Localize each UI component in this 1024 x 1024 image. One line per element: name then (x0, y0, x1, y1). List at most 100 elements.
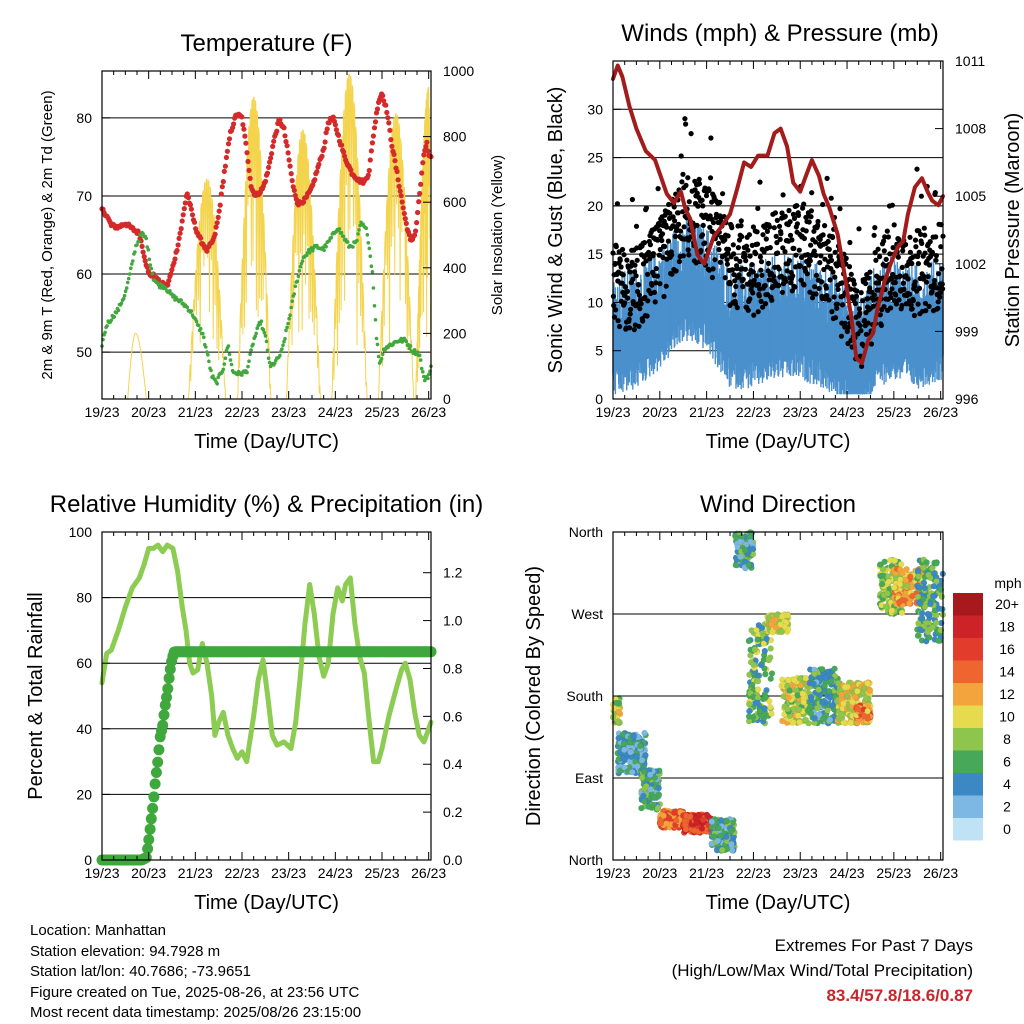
wind-gust-point (845, 324, 852, 330)
x-tick-label: 25/23 (876, 865, 911, 881)
temperature-point (291, 187, 297, 193)
wind-gust-point (887, 290, 893, 296)
x-tick-label: 22/23 (224, 865, 259, 881)
wind-gust-point (848, 271, 854, 277)
wind-direction-point (903, 582, 911, 590)
wind-gust-point (696, 176, 702, 182)
wind-direction-point (815, 686, 822, 693)
wind-gust-point (638, 301, 644, 307)
wind-gust-point (667, 210, 673, 216)
x-tick-label: 19/23 (84, 865, 119, 881)
wind-gust-point (843, 255, 849, 261)
wind-gust-point (868, 341, 875, 347)
wind-gust-point (776, 282, 782, 288)
temperature-point (239, 114, 245, 120)
precipitation-point (144, 823, 156, 835)
wind-gust-point (757, 179, 763, 185)
wind-gust-point (706, 187, 712, 193)
wind-gust-point (729, 267, 736, 273)
x-tick-label: 23/23 (783, 404, 818, 420)
temperature-point (394, 168, 400, 175)
wind-gust-point (915, 253, 921, 260)
wind-direction-point (936, 605, 943, 612)
wind-direction-series (609, 529, 947, 854)
wind-gust-point (736, 272, 742, 278)
wind-direction-point (915, 620, 922, 627)
wind-gust-point (916, 285, 923, 291)
wind-direction-point (693, 819, 700, 827)
panel1-ylabel-right: Solar Insolation (Yellow) (489, 155, 506, 315)
y-right-tick-label: 999 (955, 323, 979, 339)
wind-gust-point (865, 320, 871, 326)
wind-gust-point (727, 281, 733, 287)
dewpoint-point (341, 234, 346, 239)
temperature-point (274, 128, 280, 134)
wind-gust-point (882, 234, 888, 240)
wind-gust-point (823, 285, 830, 291)
y-right-tick-label: 600 (443, 194, 467, 210)
dewpoint-point (206, 353, 210, 357)
precipitation-series (96, 646, 437, 866)
wind-direction-point (636, 742, 644, 750)
dewpoint-point (168, 289, 172, 293)
wind-direction-point (814, 704, 821, 712)
wind-gust-point (792, 284, 798, 290)
wind-gust-point (620, 272, 626, 278)
temperature-point (244, 150, 250, 156)
legend-label: 12 (999, 686, 1015, 702)
wind-gust-point (797, 263, 804, 269)
y-right-tick-label: 200 (443, 325, 467, 341)
wind-direction-point (811, 670, 818, 678)
wind-gust-point (698, 247, 704, 254)
temperature-point (368, 148, 374, 154)
wind-gust-point (921, 225, 927, 231)
wind-gust-point (918, 231, 924, 237)
wind-gust-point (875, 280, 882, 286)
wind-gust-point (808, 208, 815, 214)
temperature-point (174, 247, 180, 254)
wind-gust-point (622, 284, 629, 290)
y-right-tick-label: 0.2 (443, 804, 463, 820)
wind-gust-point (788, 280, 794, 286)
temperature-point (373, 110, 380, 116)
wind-direction-point (921, 584, 929, 592)
panel4-xlabel: Time (Day/UTC) (706, 892, 851, 914)
wind-gust-point (717, 199, 723, 206)
wind-gust-point (824, 293, 830, 299)
wind-gust-point (759, 272, 765, 278)
wind-direction-point (847, 719, 855, 726)
wind-gust-point (933, 234, 939, 240)
wind-direction-point (762, 671, 769, 678)
temperature-point (374, 106, 381, 112)
wind-direction-point (616, 767, 624, 774)
wind-gust-point (676, 258, 683, 265)
wind-gust-point (933, 257, 939, 263)
wind-direction-point (932, 619, 940, 627)
wind-gust-point (801, 282, 807, 288)
x-tick-label: 23/23 (783, 865, 818, 881)
dewpoint-point (296, 274, 301, 279)
dewpoint-point (141, 231, 145, 236)
wind-gust-point (617, 257, 623, 263)
wind-direction-point (902, 576, 910, 584)
temperature-point (270, 143, 276, 149)
wind-direction-point (745, 637, 753, 645)
wind-gust-point (803, 228, 809, 234)
wind-gust-point (710, 220, 717, 226)
y-right-tick-label: 0.8 (443, 660, 463, 676)
temperature-point (397, 188, 403, 194)
wind-direction-point (755, 622, 763, 629)
dewpoint-point (137, 239, 141, 244)
wind-gust-point (766, 277, 772, 283)
dewpoint-point (109, 318, 114, 323)
wind-gust-point (765, 260, 772, 266)
wind-gust-point (767, 224, 773, 230)
temperature-point (166, 278, 172, 284)
wind-gust-point (907, 249, 914, 255)
y-right-tick-label: 1011 (955, 53, 985, 69)
wind-direction-point (888, 607, 896, 615)
wind-direction-point (621, 746, 628, 754)
wind-gust-point (921, 273, 927, 279)
wind-gust-point (641, 240, 648, 246)
